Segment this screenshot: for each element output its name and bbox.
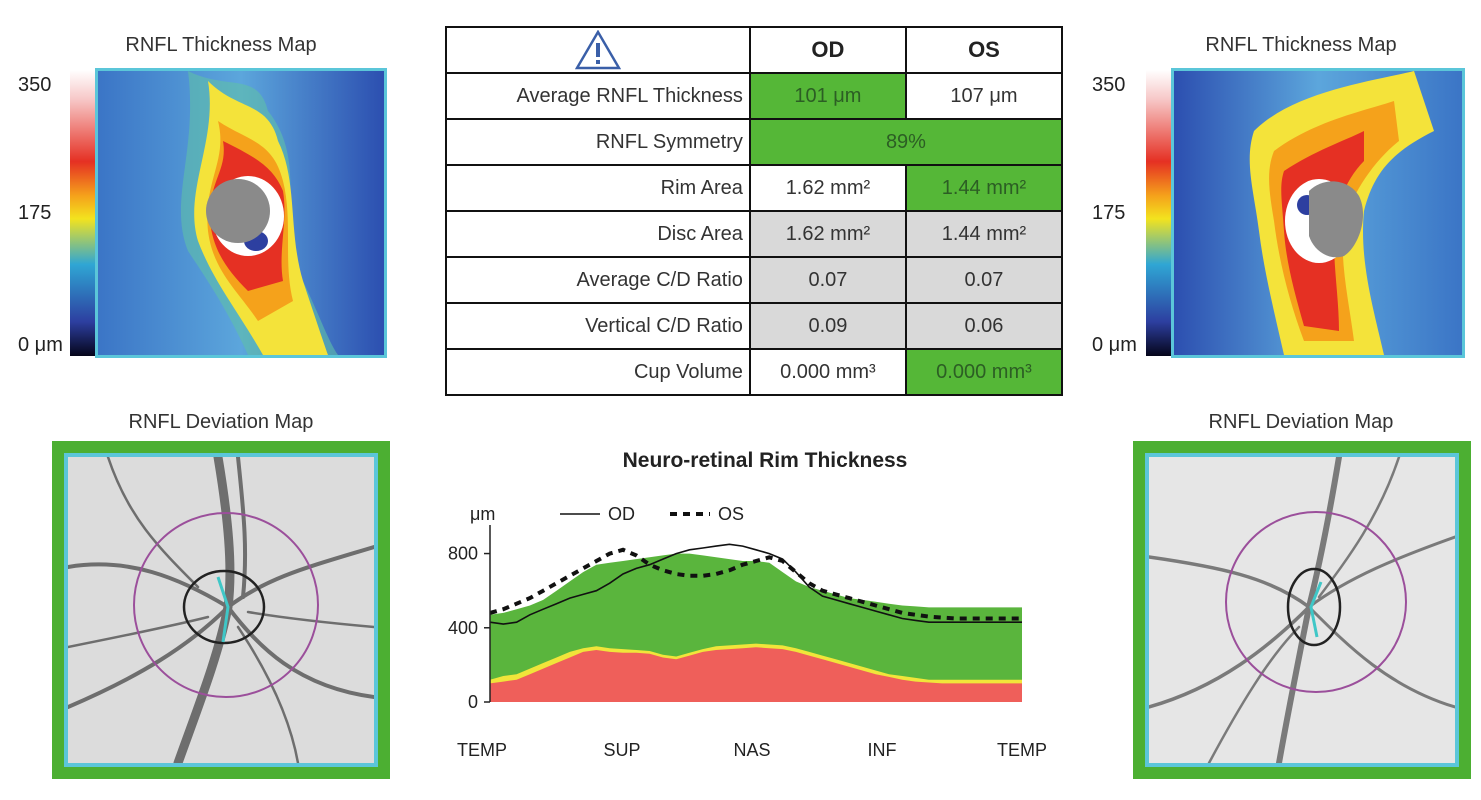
x-tick-label: INF [868, 740, 897, 760]
table-row: Rim Area 1.62 mm² 1.44 mm² [445, 164, 1064, 212]
od-value: 101 μm [748, 72, 907, 120]
left-thickness-map [95, 68, 387, 358]
os-value: 0.000 mm³ [904, 348, 1064, 396]
row-label: RNFL Symmetry [445, 118, 751, 166]
row-label: Average RNFL Thickness [445, 72, 751, 120]
left-deviation-map [52, 441, 390, 779]
row-label: Disc Area [445, 210, 751, 258]
row-label: Rim Area [445, 164, 751, 212]
table-row: Average C/D Ratio 0.07 0.07 [445, 256, 1064, 304]
x-tick-label: NAS [733, 740, 770, 760]
left-deviation-title: RNFL Deviation Map [128, 411, 314, 433]
os-value: 0.06 [904, 302, 1064, 350]
results-table: OD OS Average RNFL Thickness 101 μm 107 … [445, 26, 1064, 396]
right-scale-max: 350 [1092, 74, 1126, 96]
left-colorbar [70, 70, 96, 356]
table-row: Vertical C/D Ratio 0.09 0.06 [445, 302, 1064, 350]
left-thickness-title: RNFL Thickness Map [125, 34, 317, 56]
right-thickness-map [1171, 68, 1465, 358]
row-label: Cup Volume [445, 348, 751, 396]
od-value: 1.62 mm² [748, 210, 907, 258]
x-tick-label: SUP [603, 740, 640, 760]
right-deviation-title: RNFL Deviation Map [1208, 411, 1394, 433]
left-scale-mid: 175 [18, 202, 52, 224]
table-row: RNFL Symmetry 89% [445, 118, 1064, 166]
right-deviation-map [1133, 441, 1471, 779]
od-value: 0.000 mm³ [748, 348, 907, 396]
left-scale-min: 0 μm [18, 334, 63, 356]
table-row: Cup Volume 0.000 mm³ 0.000 mm³ [445, 348, 1064, 396]
left-scale-max: 350 [18, 74, 52, 96]
band-red [490, 647, 1022, 702]
os-value: 1.44 mm² [904, 164, 1064, 212]
os-value: 1.44 mm² [904, 210, 1064, 258]
right-scale-min: 0 μm [1092, 334, 1137, 356]
col-os-header: OS [904, 26, 1064, 74]
legend-label-os: OS [718, 504, 744, 524]
series-od-line [489, 543, 1022, 625]
warning-cell [445, 26, 751, 74]
right-colorbar [1146, 70, 1172, 356]
right-thickness-title: RNFL Thickness Map [1205, 34, 1397, 56]
table-header-row: OD OS [445, 26, 1064, 74]
x-tick-label: TEMP [457, 740, 507, 760]
os-value: 107 μm [904, 72, 1064, 120]
rim-thickness-chart: 0 400 800 μm TEMP SUP NAS INF TEMP OD OS [448, 504, 1047, 760]
y-tick-label: 400 [448, 618, 478, 638]
col-od-header: OD [748, 26, 907, 74]
chart-title: Neuro-retinal Rim Thickness [622, 449, 908, 472]
series-os-line [489, 547, 1022, 621]
warning-triangle-icon [574, 29, 622, 70]
od-value: 0.09 [748, 302, 907, 350]
od-value: 1.62 mm² [748, 164, 907, 212]
right-scale-mid: 175 [1092, 202, 1126, 224]
legend-label-od: OD [608, 504, 635, 524]
y-axis-label: μm [470, 504, 495, 524]
y-tick-label: 0 [468, 692, 478, 712]
row-label: Average C/D Ratio [445, 256, 751, 304]
symmetry-value: 89% [748, 118, 1064, 166]
x-tick-label: TEMP [997, 740, 1047, 760]
table-row: Disc Area 1.62 mm² 1.44 mm² [445, 210, 1064, 258]
row-label: Vertical C/D Ratio [445, 302, 751, 350]
table-row: Average RNFL Thickness 101 μm 107 μm [445, 72, 1064, 120]
os-value: 0.07 [904, 256, 1064, 304]
y-tick-label: 800 [448, 544, 478, 564]
od-value: 0.07 [748, 256, 907, 304]
